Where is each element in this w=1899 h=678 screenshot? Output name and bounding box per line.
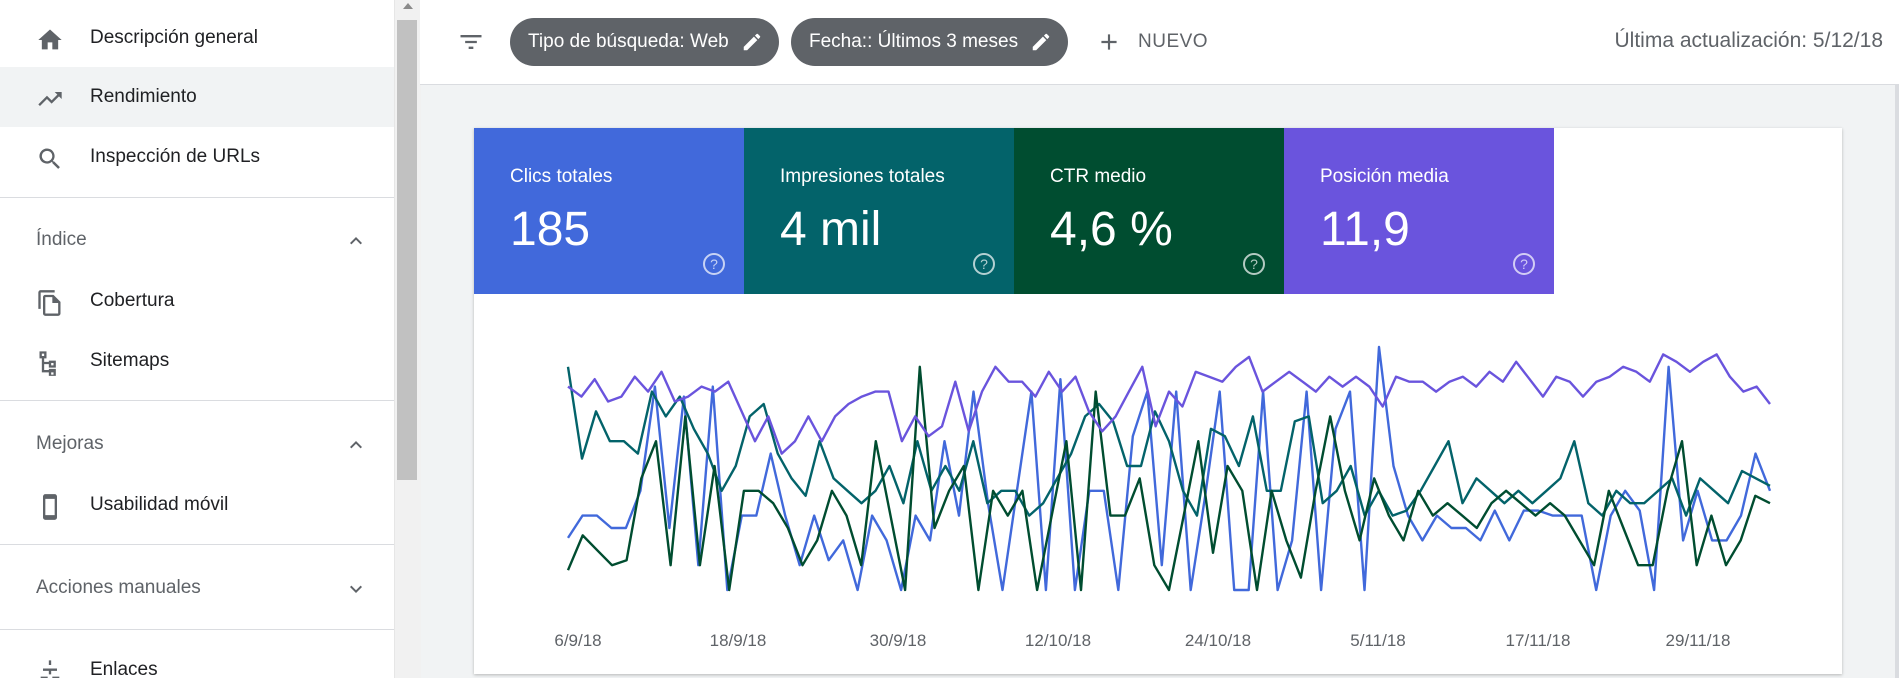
new-filter-label: NUEVO [1138,31,1209,52]
x-tick-label: 24/10/18 [1185,631,1251,650]
x-tick-label: 5/11/18 [1350,631,1405,650]
series-line-0 [566,345,1772,592]
svg-text:?: ? [1250,256,1258,272]
chip-label: Tipo de búsqueda: Web [528,31,729,52]
metric-value: 4 mil [780,203,882,256]
sitemap-icon [39,351,56,376]
coverage-icon [38,290,61,316]
sidebar-item-label: Sitemaps [90,350,170,371]
x-tick-label: 6/9/18 [554,631,601,650]
sidebar-item-descripcion-general[interactable]: Descripción general [0,8,394,68]
section-mejoras-header[interactable]: Mejoras [0,415,394,475]
svg-text:?: ? [980,256,988,272]
chevron-up-icon [350,441,362,449]
edit-pencil-icon [1032,33,1050,51]
x-tick-label: 30/9/18 [870,631,927,650]
chart-series-group [566,345,1772,592]
chart-x-axis-ticks: 6/9/18 18/9/18 30/9/18 12/10/18 24/10/18 5/11… [554,631,1730,650]
metric-value: 185 [510,203,591,256]
series-line-3 [567,353,1771,455]
page-scrollbar-edge [1895,84,1899,678]
metric-tile-ctr-medio[interactable]: CTR medio 4,6 % ? [1014,128,1284,294]
metric-label: CTR medio [1050,166,1147,187]
sidebar-item-label: Cobertura [90,290,175,311]
chip-search-type[interactable]: Tipo de búsqueda: Web [510,18,779,66]
metric-label: Posición media [1320,166,1449,187]
help-icon[interactable]: ? [1512,252,1536,276]
sidebar-item-inspeccion-urls[interactable]: Inspección de URLs [0,127,394,187]
plus-icon [1101,34,1117,50]
x-tick-label: 18/9/18 [710,631,767,650]
sidebar-item-label: Rendimiento [90,86,197,107]
svg-text:?: ? [710,256,718,272]
metric-tile-clics-totales[interactable]: Clics totales 185 ? [474,128,744,294]
chevron-down-icon [350,585,362,593]
help-icon[interactable]: ? [702,252,726,276]
edit-pencil-icon [743,33,760,51]
divider [0,629,394,630]
last-update-text: Última actualización: 5/12/18 [1614,29,1883,52]
chip-label: Fecha:: Últimos 3 meses [809,31,1019,52]
sidebar-item-sitemaps[interactable]: Sitemaps [0,331,394,391]
sidebar-item-usabilidad-movil[interactable]: Usabilidad móvil [0,475,394,535]
scrollbar-thumb[interactable] [397,20,417,480]
filter-bar: Tipo de búsqueda: Web Fecha:: Últimos 3 … [420,0,1899,85]
divider [0,197,394,198]
metric-value: 4,6 % [1050,203,1173,256]
section-acciones-manuales-header[interactable]: Acciones manuales [0,559,394,619]
sidebar-item-enlaces[interactable]: Enlaces [0,640,394,678]
scroll-up-arrow-icon[interactable] [403,3,413,9]
x-tick-label: 29/11/18 [1666,631,1731,650]
sidebar-scrollbar[interactable] [394,0,421,678]
series-line-2 [566,365,1771,592]
sidebar-item-label: Usabilidad móvil [90,494,229,515]
performance-line-chart[interactable]: 6/9/18 18/9/18 30/9/18 12/10/18 24/10/18 5/11… [474,294,1842,674]
metric-label: Clics totales [510,166,613,187]
sidebar-item-cobertura[interactable]: Cobertura [0,271,394,331]
trending-up-icon [38,92,62,106]
series-line-1 [566,366,1771,517]
chevron-up-icon [350,237,362,245]
sidebar-item-label: Enlaces [90,659,158,678]
new-filter-button[interactable]: NUEVO [1096,24,1208,60]
chip-date[interactable]: Fecha:: Últimos 3 meses [791,18,1069,66]
divider [0,400,394,401]
divider [0,544,394,545]
sidebar-item-rendimiento[interactable]: Rendimiento [0,67,394,127]
search-icon [39,148,60,169]
help-icon[interactable]: ? [1242,252,1266,276]
links-icon [40,660,60,678]
metric-label: Impresiones totales [780,166,945,187]
svg-text:?: ? [1520,256,1528,272]
section-label: Mejoras [36,433,104,454]
x-tick-label: 12/10/18 [1025,631,1091,650]
sidebar: Descripción general Rendimiento Inspecci… [0,0,394,678]
metric-tile-posicion-media[interactable]: Posición media 11,9 ? [1284,128,1554,294]
x-tick-label: 17/11/18 [1506,631,1571,650]
sidebar-item-label: Inspección de URLs [90,146,261,167]
metric-value: 11,9 [1320,203,1410,256]
section-indice-header[interactable]: Índice [0,211,394,271]
home-icon [38,29,62,50]
smartphone-icon [43,494,57,520]
metric-tile-impresiones-totales[interactable]: Impresiones totales 4 mil ? [744,128,1014,294]
section-label: Acciones manuales [36,577,201,598]
sidebar-item-label: Descripción general [90,27,258,48]
section-label: Índice [36,229,87,250]
help-icon[interactable]: ? [972,252,996,276]
performance-card: Clics totales 185 ? Impresiones totales … [474,128,1842,674]
filter-icon[interactable] [456,28,486,56]
